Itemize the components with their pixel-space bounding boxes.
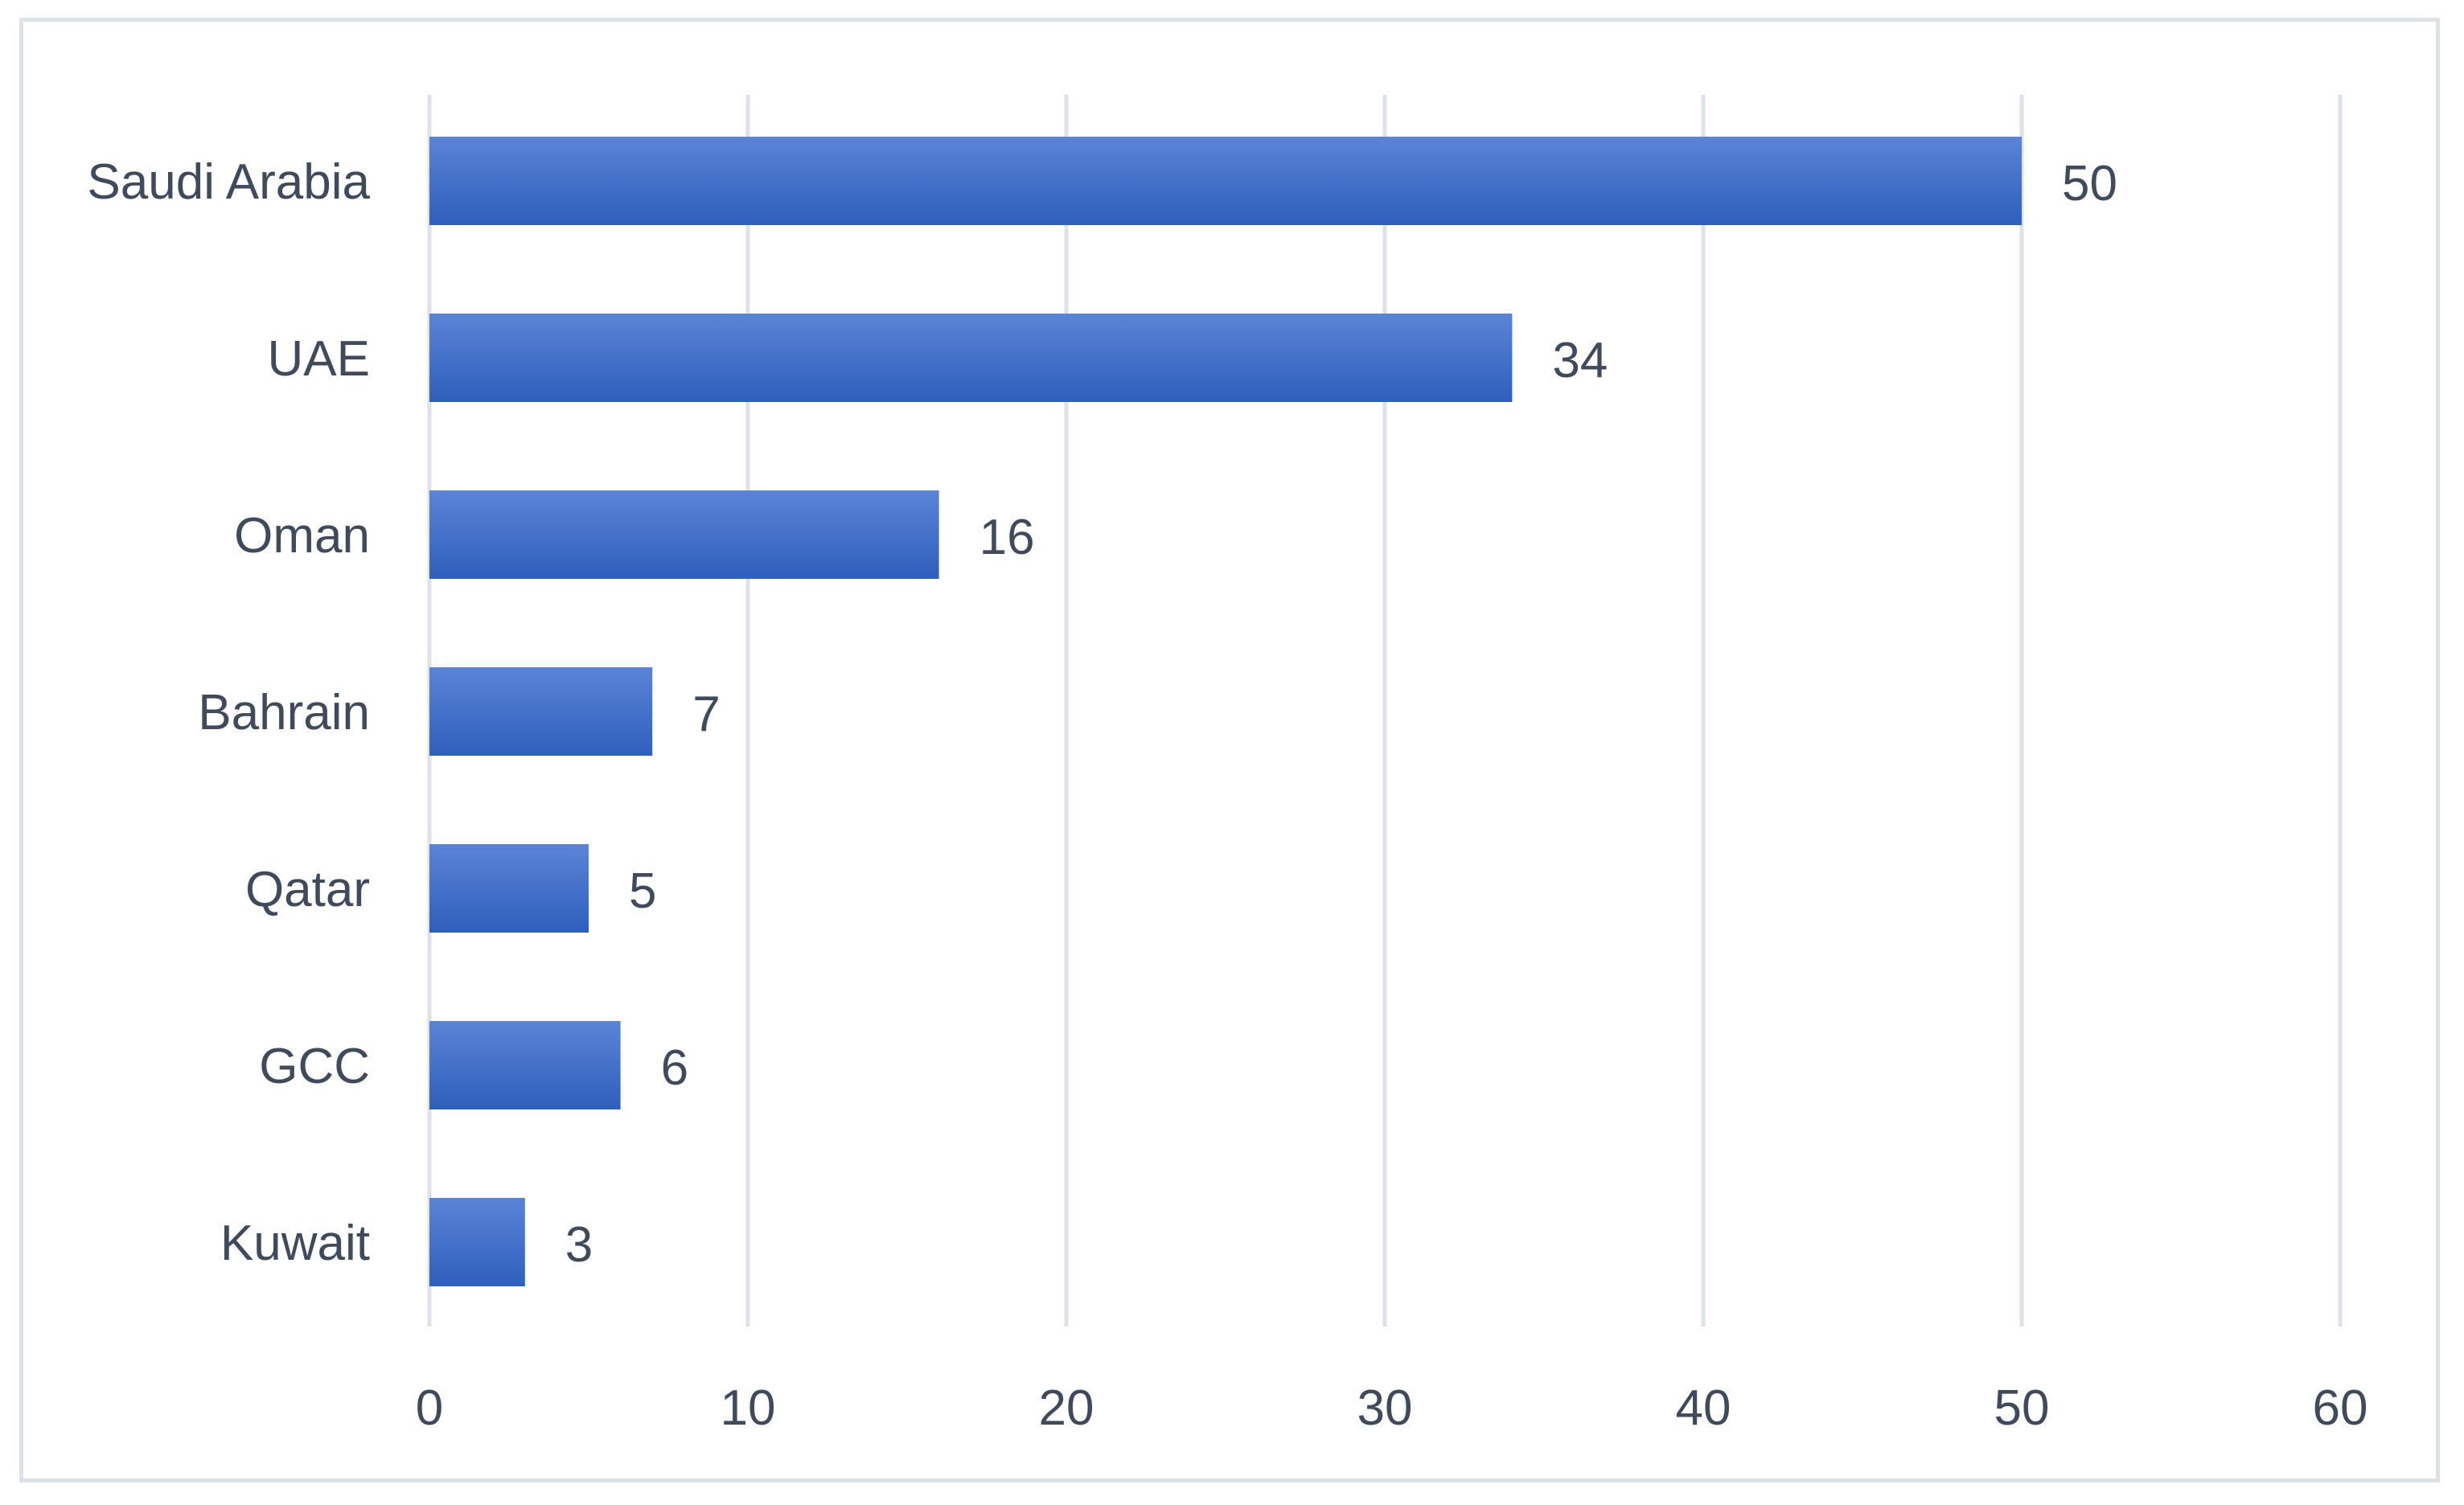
category-label-qatar: Qatar bbox=[245, 862, 370, 917]
x-tick-label-0: 0 bbox=[416, 1380, 443, 1436]
bar-kuwait bbox=[429, 1198, 525, 1286]
data-label-kuwait: 3 bbox=[565, 1217, 593, 1273]
x-tick-label-60: 60 bbox=[2313, 1380, 2368, 1436]
x-tick-label-40: 40 bbox=[1676, 1380, 1731, 1436]
x-tick-label-20: 20 bbox=[1039, 1380, 1094, 1436]
data-label-gcc: 6 bbox=[661, 1040, 688, 1096]
category-label-gcc: GCC bbox=[259, 1039, 370, 1094]
x-tick-label-50: 50 bbox=[1994, 1380, 2050, 1436]
category-label-bahrain: Bahrain bbox=[198, 685, 370, 740]
data-label-qatar: 5 bbox=[629, 863, 656, 919]
category-labels: Saudi Arabia UAE Oman Bahrain Qatar GCC Kuwait bbox=[87, 154, 370, 1271]
bar-gcc bbox=[429, 1021, 621, 1109]
category-label-uae: UAE bbox=[268, 331, 370, 387]
bars bbox=[429, 137, 2022, 1286]
x-tick-label-30: 30 bbox=[1357, 1380, 1413, 1436]
bar-uae bbox=[429, 314, 1513, 402]
bar-saudi-arabia bbox=[429, 137, 2022, 225]
data-label-bahrain: 7 bbox=[692, 687, 720, 742]
chart-frame bbox=[19, 18, 2440, 1482]
bar-bahrain bbox=[429, 667, 653, 756]
data-labels: 50 34 16 7 5 6 3 bbox=[565, 156, 2117, 1273]
x-tick-label-10: 10 bbox=[721, 1380, 776, 1436]
category-label-saudi-arabia: Saudi Arabia bbox=[87, 154, 370, 210]
data-label-saudi-arabia: 50 bbox=[2062, 156, 2117, 211]
data-label-oman: 16 bbox=[979, 510, 1035, 565]
category-label-kuwait: Kuwait bbox=[220, 1216, 370, 1271]
data-label-uae: 34 bbox=[1552, 333, 1608, 388]
bar-qatar bbox=[429, 844, 589, 933]
x-axis-tick-labels: 0 10 20 30 40 50 60 bbox=[416, 1380, 2368, 1436]
category-label-oman: Oman bbox=[234, 508, 370, 564]
gridlines bbox=[427, 95, 2343, 1327]
bar-oman bbox=[429, 490, 939, 579]
